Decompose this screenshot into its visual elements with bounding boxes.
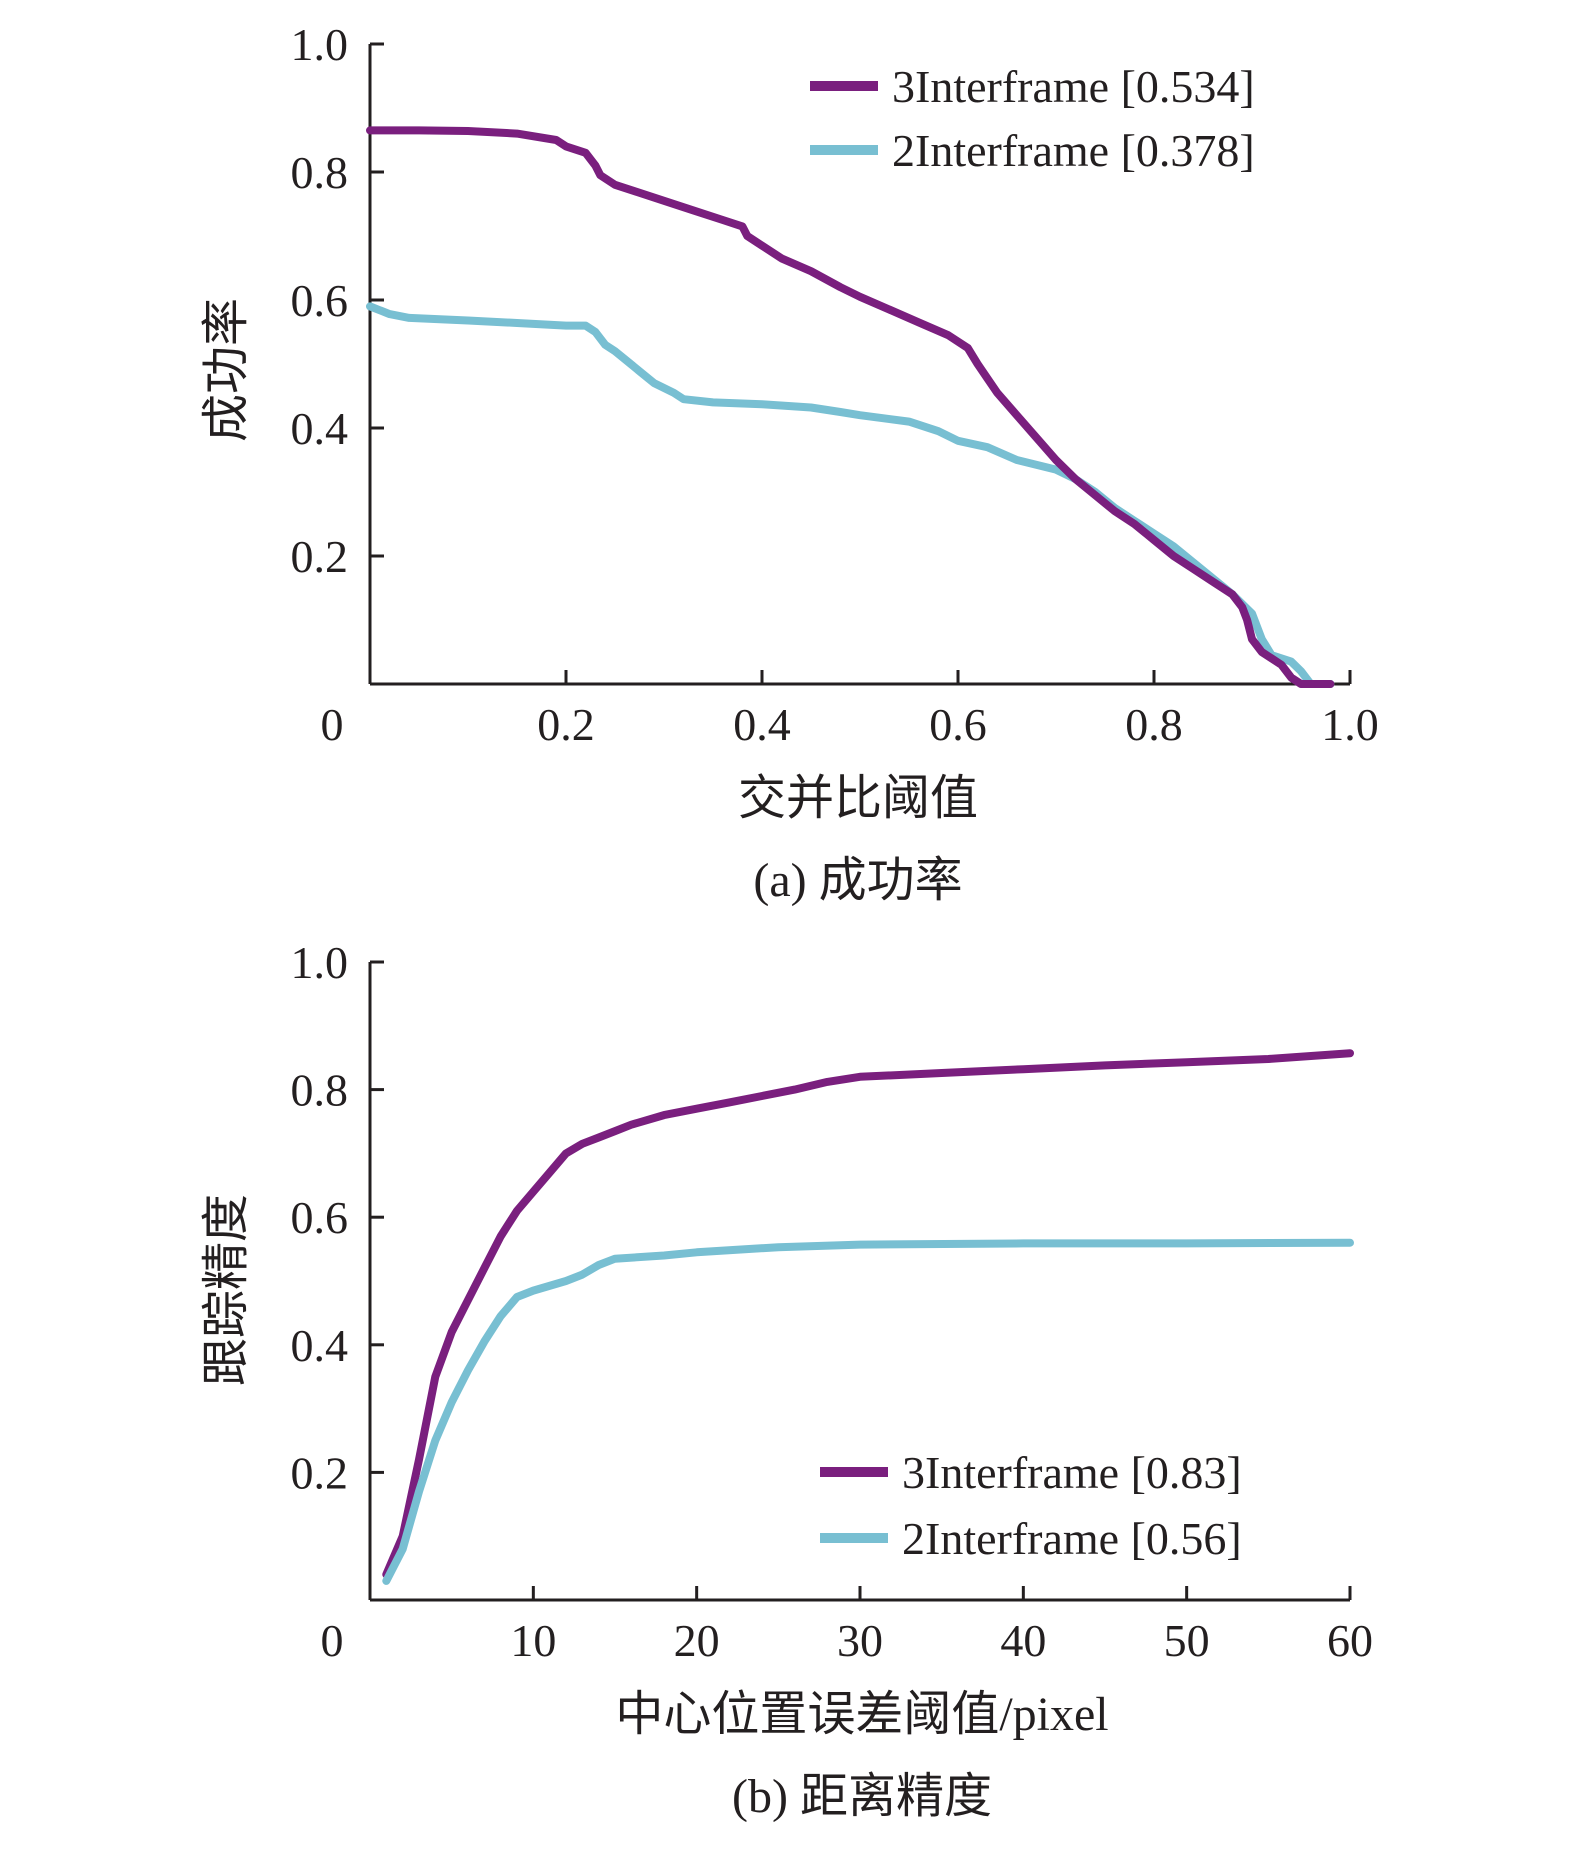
chart-a-legend-label-3interframe: 3Interframe [0.534] bbox=[892, 61, 1255, 112]
chart-a-y-tick-label: 0.2 bbox=[291, 531, 349, 582]
chart-a-ticks: 0 0.2 0.4 0.6 0.8 1.0 0.2 0.4 0.6 0.8 1.0 bbox=[291, 19, 1379, 750]
chart-b-x-tick-label: 20 bbox=[674, 1615, 720, 1666]
chart-b-ylabel: 跟踪精度 bbox=[200, 1194, 253, 1386]
chart-a-series-line-3interframe bbox=[366, 126, 1335, 688]
chart-b-ticks: 0 10 20 30 40 50 60 0.2 0.4 0.6 0.8 1.0 bbox=[291, 937, 1374, 1666]
chart-b-series-line-2interframe bbox=[382, 1238, 1354, 1585]
chart-a-caption: (a) 成功率 bbox=[753, 854, 962, 907]
chart-a-xlabel: 交并比阈值 bbox=[738, 772, 978, 825]
chart-b-y-tick-label: 0.4 bbox=[291, 1320, 349, 1371]
chart-a-series bbox=[366, 126, 1335, 688]
chart-a-x-tick-label: 0.2 bbox=[537, 699, 595, 750]
chart-a-y-tick-label: 1.0 bbox=[291, 19, 349, 70]
chart-b-y-tick-label: 1.0 bbox=[291, 937, 349, 988]
chart-a-y-tick-label: 0.8 bbox=[291, 147, 349, 198]
chart-b-y-tick-label: 0.2 bbox=[291, 1447, 349, 1498]
chart-a-x-tick-label: 0.6 bbox=[929, 699, 987, 750]
chart-b-x-tick-label: 10 bbox=[510, 1615, 556, 1666]
chart-b-x-tick-label: 50 bbox=[1164, 1615, 1210, 1666]
chart-b-x-tick-label: 60 bbox=[1327, 1615, 1373, 1666]
chart-b-series-line-3interframe bbox=[382, 1049, 1354, 1579]
chart-a-origin-label: 0 bbox=[321, 699, 344, 750]
chart-b-legend: 3Interframe [0.83] 2Interframe [0.56] bbox=[820, 1447, 1242, 1564]
chart-a-ylabel: 成功率 bbox=[200, 298, 253, 442]
chart-a-legend: 3Interframe [0.534] 2Interframe [0.378] bbox=[810, 61, 1255, 176]
chart-a-y-tick-label: 0.4 bbox=[291, 403, 349, 454]
chart-b-xlabel: 中心位置误差阈值/pixel bbox=[615, 1688, 1108, 1741]
chart-b-y-tick-label: 0.6 bbox=[291, 1192, 349, 1243]
chart-b-y-tick-label: 0.8 bbox=[291, 1065, 349, 1116]
chart-b-origin-label: 0 bbox=[321, 1615, 344, 1666]
chart-a-x-tick-label: 1.0 bbox=[1321, 699, 1379, 750]
chart-a-legend-label-2interframe: 2Interframe [0.378] bbox=[892, 125, 1255, 176]
chart-a-x-tick-label: 0.4 bbox=[733, 699, 791, 750]
chart-b-caption: (b) 距离精度 bbox=[732, 1770, 992, 1823]
chart-b-legend-label-2interframe: 2Interframe [0.56] bbox=[902, 1513, 1242, 1564]
chart-a-y-tick-label: 0.6 bbox=[291, 275, 349, 326]
chart-b-legend-label-3interframe: 3Interframe [0.83] bbox=[902, 1447, 1242, 1498]
chart-success-rate: 0 0.2 0.4 0.6 0.8 1.0 0.2 0.4 0.6 0.8 1.0 成功率 交并比阈… bbox=[200, 19, 1379, 907]
chart-a-x-tick-label: 0.8 bbox=[1125, 699, 1183, 750]
chart-distance-precision: 0 10 20 30 40 50 60 0.2 0.4 0.6 0.8 1.0 跟踪精度 中心位置误差… bbox=[200, 937, 1373, 1823]
chart-b-x-tick-label: 40 bbox=[1000, 1615, 1046, 1666]
chart-a-series-line-2interframe bbox=[366, 302, 1335, 688]
chart-a-axes bbox=[368, 44, 1350, 686]
chart-b-series bbox=[382, 1049, 1354, 1585]
chart-b-x-tick-label: 30 bbox=[837, 1615, 883, 1666]
